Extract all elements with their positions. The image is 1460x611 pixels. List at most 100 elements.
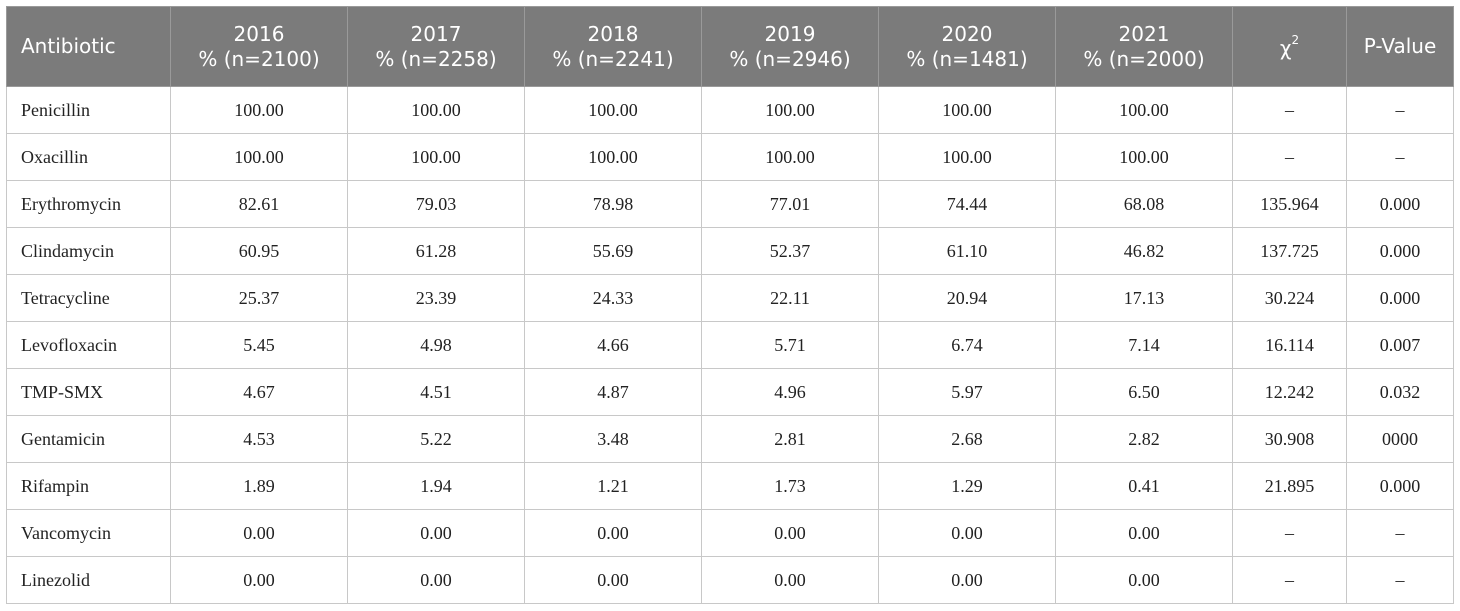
cell-y2017: 61.28 (347, 227, 525, 275)
table-body: Penicillin 100.00 100.00 100.00 100.00 100.00… (6, 86, 1454, 604)
header-p-value: P-Value (1346, 6, 1454, 87)
cell-y2017: 23.39 (347, 274, 525, 322)
cell-y2020: 1.29 (878, 462, 1056, 510)
cell-y2019: 5.71 (701, 321, 879, 369)
resistance-table: Antibiotic 2016 % (n=2100) 2017 % (n=225… (6, 6, 1454, 604)
header-chi-square: χ2 (1232, 6, 1347, 87)
table-row: TMP-SMX 4.67 4.51 4.87 4.96 5.97 6.50 12.242 0.0… (6, 368, 1454, 416)
header-antibiotic: Antibiotic (6, 6, 171, 87)
cell-chi-square: – (1232, 133, 1347, 181)
cell-y2019: 100.00 (701, 86, 879, 134)
table-row: Levofloxacin 5.45 4.98 4.66 5.71 6.74 7.14 16.1… (6, 321, 1454, 369)
cell-y2021: 0.00 (1055, 509, 1233, 557)
cell-y2019: 0.00 (701, 556, 879, 604)
table-row: Tetracycline 25.37 23.39 24.33 22.11 20.94 17.… (6, 274, 1454, 322)
cell-y2016: 100.00 (170, 133, 348, 181)
cell-y2021: 100.00 (1055, 86, 1233, 134)
cell-y2019: 4.96 (701, 368, 879, 416)
cell-chi-square: 16.114 (1232, 321, 1347, 369)
cell-y2016: 0.00 (170, 556, 348, 604)
cell-y2021: 100.00 (1055, 133, 1233, 181)
header-2018: 2018 % (n=2241) (524, 6, 702, 87)
cell-antibiotic: Tetracycline (6, 274, 171, 322)
cell-antibiotic: TMP-SMX (6, 368, 171, 416)
cell-y2017: 100.00 (347, 86, 525, 134)
table-row: Vancomycin 0.00 0.00 0.00 0.00 0.00 0.00– – (6, 509, 1454, 557)
cell-y2019: 100.00 (701, 133, 879, 181)
cell-antibiotic: Erythromycin (6, 180, 171, 228)
header-2017: 2017 % (n=2258) (347, 6, 525, 87)
cell-chi-square: 21.895 (1232, 462, 1347, 510)
cell-y2020: 2.68 (878, 415, 1056, 463)
cell-y2019: 77.01 (701, 180, 879, 228)
cell-antibiotic: Oxacillin (6, 133, 171, 181)
cell-antibiotic: Clindamycin (6, 227, 171, 275)
cell-antibiotic: Linezolid (6, 556, 171, 604)
table-header: Antibiotic 2016 % (n=2100) 2017 % (n=225… (6, 6, 1454, 87)
table-row: Clindamycin 60.95 61.28 55.69 52.37 61.10 46.8… (6, 227, 1454, 275)
cell-chi-square: – (1232, 556, 1347, 604)
cell-y2021: 68.08 (1055, 180, 1233, 228)
cell-chi-square: 137.725 (1232, 227, 1347, 275)
cell-p-value: – (1346, 556, 1454, 604)
cell-y2021: 0.00 (1055, 556, 1233, 604)
cell-y2016: 4.53 (170, 415, 348, 463)
cell-y2016: 60.95 (170, 227, 348, 275)
cell-y2020: 0.00 (878, 509, 1056, 557)
cell-y2020: 61.10 (878, 227, 1056, 275)
header-2019: 2019 % (n=2946) (701, 6, 879, 87)
cell-p-value: 0.000 (1346, 462, 1454, 510)
cell-y2016: 100.00 (170, 86, 348, 134)
table-row: Oxacillin 100.00 100.00 100.00 100.00 100.00 1… (6, 133, 1454, 181)
cell-y2018: 4.66 (524, 321, 702, 369)
cell-p-value: – (1346, 133, 1454, 181)
cell-y2017: 4.98 (347, 321, 525, 369)
cell-y2020: 100.00 (878, 133, 1056, 181)
cell-y2020: 20.94 (878, 274, 1056, 322)
table-row: Erythromycin 82.61 79.03 78.98 77.01 74.44 68.… (6, 180, 1454, 228)
cell-chi-square: 135.964 (1232, 180, 1347, 228)
cell-antibiotic: Gentamicin (6, 415, 171, 463)
cell-y2017: 1.94 (347, 462, 525, 510)
cell-y2018: 55.69 (524, 227, 702, 275)
cell-y2016: 0.00 (170, 509, 348, 557)
cell-p-value: – (1346, 509, 1454, 557)
cell-y2021: 6.50 (1055, 368, 1233, 416)
cell-y2016: 4.67 (170, 368, 348, 416)
cell-y2021: 46.82 (1055, 227, 1233, 275)
cell-chi-square: – (1232, 509, 1347, 557)
cell-y2021: 17.13 (1055, 274, 1233, 322)
cell-y2017: 5.22 (347, 415, 525, 463)
header-2016: 2016 % (n=2100) (170, 6, 348, 87)
cell-y2017: 79.03 (347, 180, 525, 228)
cell-p-value: 0.032 (1346, 368, 1454, 416)
table-row: Penicillin 100.00 100.00 100.00 100.00 100.00… (6, 86, 1454, 134)
cell-chi-square: 30.224 (1232, 274, 1347, 322)
header-2021: 2021 % (n=2000) (1055, 6, 1233, 87)
cell-p-value: 0000 (1346, 415, 1454, 463)
cell-y2018: 0.00 (524, 556, 702, 604)
cell-y2018: 0.00 (524, 509, 702, 557)
table-row: Rifampin 1.89 1.94 1.21 1.73 1.29 0.41 21.895 0.… (6, 462, 1454, 510)
cell-y2017: 0.00 (347, 509, 525, 557)
cell-y2017: 4.51 (347, 368, 525, 416)
cell-antibiotic: Penicillin (6, 86, 171, 134)
cell-p-value: 0.000 (1346, 227, 1454, 275)
cell-y2016: 1.89 (170, 462, 348, 510)
cell-y2020: 6.74 (878, 321, 1056, 369)
cell-p-value: 0.000 (1346, 274, 1454, 322)
cell-y2016: 25.37 (170, 274, 348, 322)
cell-y2021: 0.41 (1055, 462, 1233, 510)
cell-y2019: 52.37 (701, 227, 879, 275)
cell-y2016: 82.61 (170, 180, 348, 228)
cell-chi-square: – (1232, 86, 1347, 134)
cell-y2020: 0.00 (878, 556, 1056, 604)
cell-y2017: 0.00 (347, 556, 525, 604)
cell-y2021: 7.14 (1055, 321, 1233, 369)
cell-chi-square: 12.242 (1232, 368, 1347, 416)
cell-y2018: 3.48 (524, 415, 702, 463)
header-row: Antibiotic 2016 % (n=2100) 2017 % (n=225… (6, 6, 1454, 87)
cell-y2019: 2.81 (701, 415, 879, 463)
cell-antibiotic: Rifampin (6, 462, 171, 510)
cell-antibiotic: Levofloxacin (6, 321, 171, 369)
